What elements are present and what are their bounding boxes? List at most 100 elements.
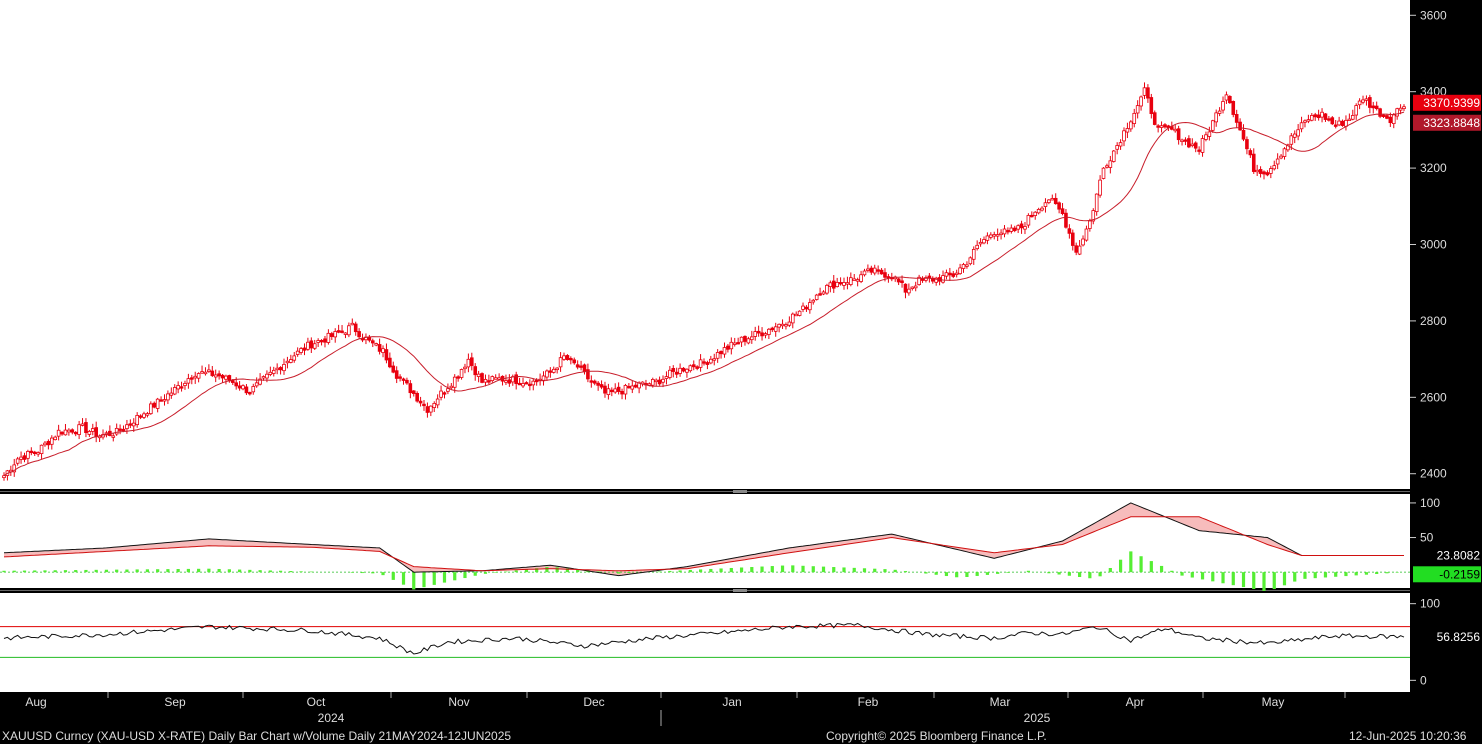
candle-body bbox=[691, 364, 696, 368]
price-axis-label: 2800 bbox=[1420, 314, 1447, 328]
candle-body bbox=[425, 406, 430, 413]
candle-body bbox=[1132, 112, 1137, 124]
candle-body bbox=[1108, 160, 1113, 168]
candle-body bbox=[1074, 245, 1078, 253]
candle-body bbox=[610, 389, 614, 393]
candle-body bbox=[487, 380, 491, 383]
histogram-bar bbox=[862, 568, 867, 573]
price-axis-label: 2400 bbox=[1420, 467, 1447, 481]
candle-body bbox=[866, 268, 870, 271]
rsi-layer bbox=[0, 622, 1410, 658]
histogram-bar bbox=[760, 566, 764, 573]
candle-body bbox=[743, 335, 747, 342]
candle-body bbox=[1019, 223, 1024, 229]
candle-body bbox=[722, 347, 727, 355]
histogram-bar bbox=[391, 572, 395, 580]
candle-body bbox=[12, 464, 17, 473]
histogram-bar bbox=[145, 569, 150, 573]
histogram-bar bbox=[463, 572, 467, 579]
candle-body bbox=[336, 330, 341, 333]
histogram-bar bbox=[432, 572, 436, 585]
candle-body bbox=[517, 382, 522, 386]
candle-body bbox=[623, 384, 628, 395]
histogram-bar bbox=[494, 572, 498, 573]
histogram-bar bbox=[1334, 572, 1338, 577]
candle-body bbox=[763, 333, 768, 336]
histogram-bar bbox=[1282, 572, 1287, 586]
histogram-bar bbox=[709, 568, 713, 573]
histogram-bar bbox=[955, 572, 959, 578]
histogram-bar bbox=[658, 571, 662, 573]
candle-body bbox=[1070, 232, 1075, 246]
candle-body bbox=[1081, 238, 1085, 246]
candle-body bbox=[1391, 114, 1396, 125]
candle-body bbox=[528, 383, 532, 387]
histogram-bar bbox=[483, 572, 488, 574]
candle-body bbox=[350, 322, 355, 326]
histogram-bar bbox=[258, 570, 262, 573]
month-label: Aug bbox=[25, 695, 46, 709]
candle-body bbox=[838, 282, 843, 285]
histogram-bar bbox=[1067, 572, 1071, 576]
candle-body bbox=[149, 403, 153, 415]
histogram-bar bbox=[617, 572, 621, 574]
candle-body bbox=[572, 359, 577, 364]
histogram-bar bbox=[555, 567, 559, 573]
candle-body bbox=[1190, 143, 1195, 146]
candle-body bbox=[579, 365, 583, 368]
candle-body bbox=[456, 376, 460, 379]
candle-body bbox=[463, 366, 467, 370]
candle-body bbox=[377, 344, 382, 352]
candle-body bbox=[1200, 138, 1205, 153]
candle-body bbox=[1163, 124, 1167, 128]
resize-handle[interactable] bbox=[733, 589, 747, 592]
candle-body bbox=[849, 277, 853, 285]
candle-body bbox=[449, 385, 454, 389]
candle-body bbox=[87, 431, 92, 435]
histogram-bar bbox=[1159, 565, 1164, 573]
candle-body bbox=[384, 349, 389, 361]
candle-body bbox=[340, 330, 344, 333]
candle-body bbox=[357, 331, 361, 338]
candle-body bbox=[268, 371, 273, 375]
candle-body bbox=[1094, 193, 1099, 213]
candle-body bbox=[606, 388, 611, 396]
histogram-bar bbox=[698, 569, 703, 573]
candle-body bbox=[1050, 198, 1055, 201]
histogram-bar bbox=[207, 568, 211, 573]
histogram-bar bbox=[873, 568, 877, 573]
candle-body bbox=[1040, 207, 1044, 211]
histogram-bar bbox=[780, 565, 785, 573]
candle-body bbox=[630, 385, 635, 390]
candle-body bbox=[470, 357, 474, 366]
candle-body bbox=[43, 442, 47, 446]
oscillator-axis-label: 50 bbox=[1420, 531, 1434, 545]
resize-handle[interactable] bbox=[733, 490, 747, 493]
price-panel bbox=[0, 0, 1410, 489]
candle-body bbox=[1275, 158, 1280, 165]
candle-body bbox=[1272, 165, 1277, 170]
candle-body bbox=[490, 376, 495, 382]
candle-body bbox=[319, 340, 324, 343]
candle-body bbox=[562, 355, 566, 360]
candle-body bbox=[900, 280, 904, 284]
month-label: Sep bbox=[164, 695, 186, 709]
candle-body bbox=[896, 278, 901, 283]
histogram-bar bbox=[1262, 572, 1266, 591]
candle-body bbox=[804, 306, 809, 310]
candle-body bbox=[1306, 119, 1311, 122]
candle-body bbox=[1088, 220, 1092, 229]
month-label: Jan bbox=[722, 695, 741, 709]
histogram-bar bbox=[473, 572, 477, 576]
candle-body bbox=[971, 248, 976, 260]
histogram-bar bbox=[94, 569, 98, 573]
candle-body bbox=[323, 338, 327, 343]
candle-body bbox=[978, 241, 983, 245]
histogram-bar bbox=[1047, 572, 1051, 574]
histogram-bar bbox=[104, 569, 109, 573]
histogram-bar bbox=[350, 572, 354, 573]
month-label: Apr bbox=[1126, 695, 1145, 709]
histogram-bar bbox=[985, 572, 990, 575]
price-axis-label: 3600 bbox=[1420, 8, 1447, 22]
histogram-bar bbox=[1057, 572, 1061, 575]
